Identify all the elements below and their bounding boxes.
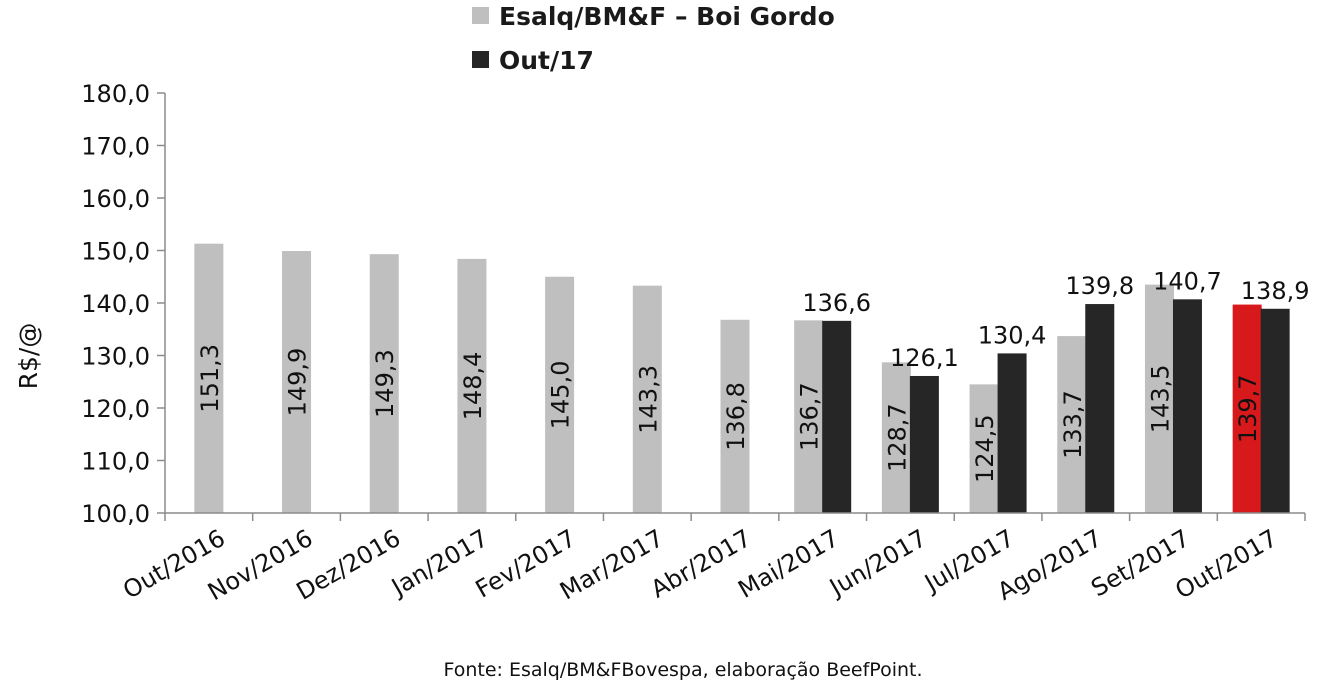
x-tick-label: Jun/2017 — [823, 524, 931, 603]
y-axis-label: R$/@ — [14, 323, 43, 390]
data-label-esalq: 133,7 — [1059, 390, 1087, 459]
x-axis: Out/2016Nov/2016Dez/2016Jan/2017Fev/2017… — [118, 512, 1306, 606]
data-label-esalq: 128,7 — [883, 403, 911, 472]
data-label-esalq: 149,3 — [371, 349, 399, 418]
bar-esalq — [881, 362, 911, 513]
legend-label-esalq: Esalq/BM&F – Boi Gordo — [499, 2, 835, 31]
data-label-esalq: 145,0 — [547, 361, 575, 430]
x-tick-label: Mai/2017 — [733, 524, 843, 604]
bar-out17 — [1085, 304, 1115, 513]
bar-esalq — [194, 243, 224, 514]
bar-esalq — [545, 276, 575, 513]
source-note: Fonte: Esalq/BM&FBovespa, elaboração Bee… — [443, 659, 922, 681]
data-labels: 151,3 149,9 149,3 148,4 145,0 143,3 136,8 136,7… — [196, 267, 1310, 483]
bar-esalq — [1232, 304, 1262, 513]
bar-esalq — [457, 258, 487, 513]
bar-out17 — [1172, 299, 1202, 513]
legend-label-out17: Out/17 — [499, 46, 594, 75]
bar-esalq — [720, 319, 750, 513]
bar-esalq — [1057, 336, 1087, 513]
data-label-out17: 138,9 — [1241, 277, 1310, 305]
data-label-esalq: 149,9 — [284, 348, 312, 417]
y-tick-label: 110,0 — [81, 448, 150, 476]
data-label-esalq: 151,3 — [196, 344, 224, 413]
data-label-out17: 130,4 — [978, 321, 1047, 349]
data-label-esalq: 139,7 — [1234, 374, 1262, 443]
bar-esalq — [794, 320, 824, 513]
bar-out17 — [822, 320, 852, 513]
y-tick-label: 130,0 — [81, 343, 150, 371]
data-label-esalq: 136,7 — [796, 382, 824, 451]
legend-swatch-out17 — [472, 51, 489, 68]
y-tick-label: 180,0 — [81, 80, 150, 108]
data-label-esalq: 143,3 — [634, 365, 662, 434]
y-tick-label: 170,0 — [81, 133, 150, 161]
y-tick-label: 160,0 — [81, 185, 150, 213]
bars — [194, 243, 1290, 514]
y-axis: 100,0 110,0 120,0 130,0 140,0 150,0 160,0 170,0… — [81, 80, 166, 528]
data-label-esalq: 136,8 — [722, 382, 750, 451]
data-label-out17: 139,8 — [1065, 272, 1134, 300]
y-tick-label: 100,0 — [81, 500, 150, 528]
y-tick-label: 120,0 — [81, 395, 150, 423]
bar-esalq — [1144, 284, 1174, 513]
bar-esalq — [369, 254, 399, 514]
data-label-out17: 136,6 — [802, 289, 871, 317]
y-tick-label: 140,0 — [81, 290, 150, 318]
legend: Esalq/BM&F – Boi Gordo Out/17 — [472, 2, 835, 75]
data-label-esalq: 143,5 — [1146, 364, 1174, 433]
data-label-esalq: 124,5 — [971, 414, 999, 483]
bar-esalq — [282, 251, 312, 513]
bar-out17 — [909, 375, 939, 513]
data-label-out17: 126,1 — [890, 344, 959, 372]
bar-out17 — [1260, 308, 1290, 513]
bar-esalq — [969, 384, 999, 513]
legend-swatch-esalq — [472, 7, 489, 24]
bar-out17 — [997, 353, 1027, 513]
data-label-out17: 140,7 — [1153, 267, 1222, 295]
bar-esalq — [632, 285, 662, 513]
data-label-esalq: 148,4 — [459, 352, 487, 421]
y-tick-label: 150,0 — [81, 238, 150, 266]
